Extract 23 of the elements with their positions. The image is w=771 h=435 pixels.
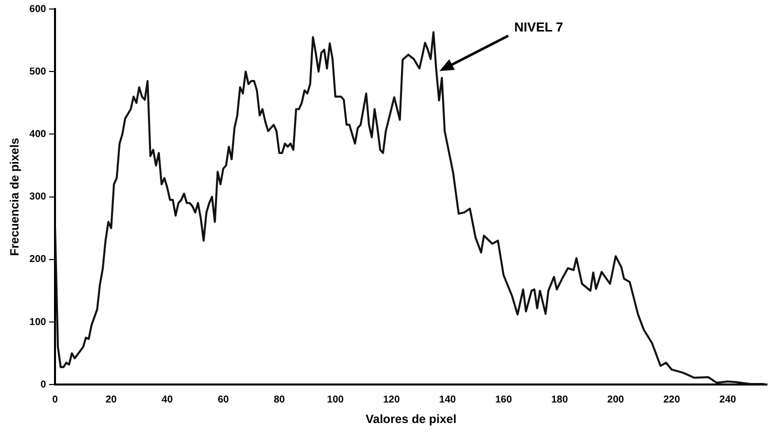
x-tick-label: 140 <box>439 394 456 406</box>
y-tick-label: 500 <box>29 66 47 78</box>
x-tick-label: 240 <box>719 394 737 406</box>
x-axis-title: Valores de pixel <box>366 412 456 426</box>
x-tick-label: 60 <box>218 394 230 406</box>
x-tick-label: 0 <box>52 394 58 406</box>
y-tick-label: 100 <box>29 316 47 328</box>
x-tick-label: 100 <box>327 394 344 406</box>
x-tick-label: 40 <box>162 394 174 406</box>
x-tick-label: 20 <box>106 394 118 406</box>
y-tick-label: 0 <box>40 379 47 390</box>
y-axis-title: Frecuencia de pixels <box>8 137 22 256</box>
x-tick-label: 220 <box>663 394 680 406</box>
annotation: NIVEL 7 <box>514 19 564 34</box>
x-tick-label: 180 <box>551 394 568 406</box>
y-tick-label: 300 <box>29 192 47 203</box>
y-tick-label: 200 <box>29 254 47 266</box>
x-tick-label: 80 <box>274 394 286 406</box>
y-tick-label: 400 <box>29 128 47 140</box>
x-tick-label: 200 <box>607 394 624 406</box>
x-tick-label: 160 <box>495 394 512 406</box>
y-tick-label: 600 <box>29 4 47 15</box>
x-tick-label: 120 <box>383 394 400 406</box>
